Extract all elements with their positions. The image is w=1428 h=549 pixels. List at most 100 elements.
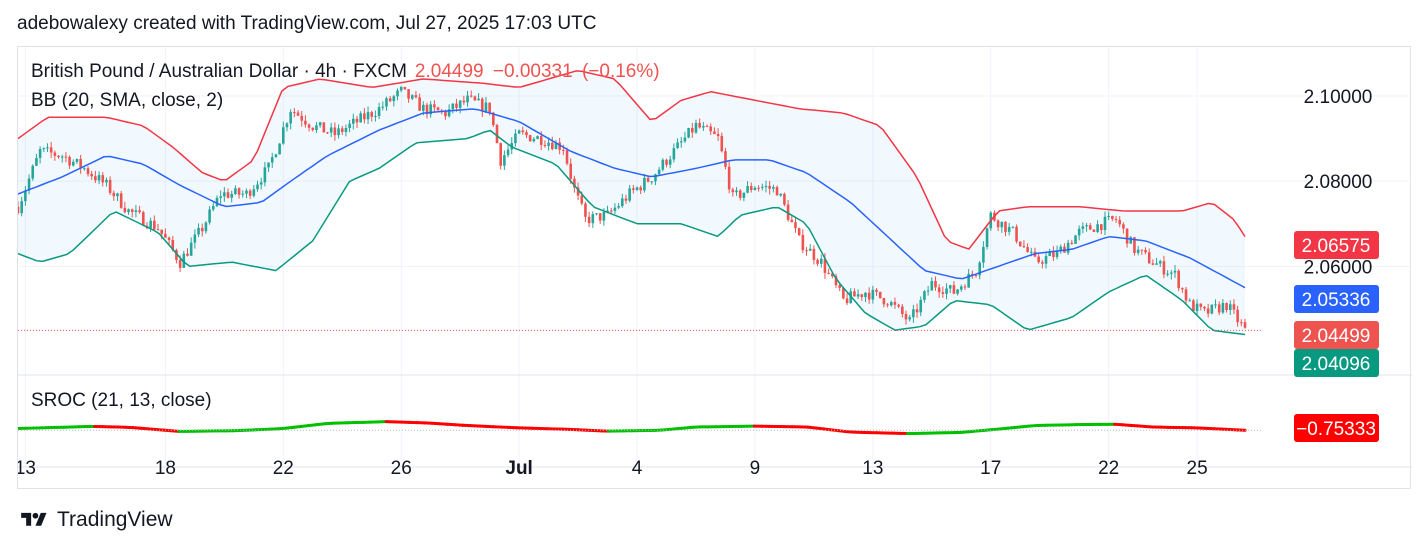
candle-up — [620, 198, 624, 207]
candle-down — [904, 314, 908, 320]
bollinger-lower-line — [18, 129, 1246, 336]
sroc-legend[interactable]: SROC (21, 13, close) — [31, 390, 212, 412]
candle-down — [49, 147, 53, 153]
candle-down — [1052, 251, 1055, 258]
candle-up — [278, 143, 281, 155]
candle-down — [805, 250, 808, 252]
candle-down — [786, 204, 790, 220]
candle-down — [1026, 247, 1029, 252]
candle-down — [300, 115, 304, 121]
bollinger-basis-line — [18, 108, 1246, 289]
candle-down — [175, 249, 178, 260]
candle-up — [204, 222, 208, 232]
candle-up — [374, 115, 377, 117]
candle-down — [1232, 304, 1236, 310]
candle-up — [259, 182, 263, 185]
candle-down — [569, 163, 573, 179]
sroc-value-label: −0.75333 — [1294, 414, 1379, 442]
candle-down — [363, 113, 366, 120]
candle-up — [923, 291, 926, 300]
candle-down — [296, 112, 300, 116]
candle-up — [761, 186, 764, 188]
candle-down — [53, 152, 57, 156]
chart-canvas[interactable]: 2.06000 2.08000 2.10000 2.06575 2.05336 2.044… — [18, 47, 1412, 490]
candle-down — [119, 193, 123, 208]
candle-up — [856, 294, 860, 297]
candle-up — [772, 187, 775, 189]
candle-up — [503, 155, 506, 166]
candle-down — [724, 151, 727, 167]
candle-up — [267, 162, 270, 168]
symbol-legend[interactable]: British Pound / Australian Dollar · 4h ·… — [31, 61, 660, 83]
bb-upper-price-label-bg — [1294, 231, 1379, 259]
candle-up — [149, 220, 152, 229]
candle-up — [396, 90, 399, 97]
bb-basis-price-label-bg — [1294, 285, 1379, 313]
candle-down — [720, 135, 724, 152]
candle-down — [1181, 288, 1184, 290]
candle-down — [101, 175, 105, 183]
bollinger-legend[interactable]: BB (20, SMA, close, 2) — [31, 90, 223, 112]
candle-up — [506, 149, 510, 156]
candle-up — [871, 289, 875, 300]
candle-up — [241, 193, 245, 195]
candle-up — [764, 186, 768, 188]
x-axis-tick-label: 18 — [155, 458, 176, 479]
x-axis-tick-label: 26 — [391, 458, 412, 479]
candle-up — [661, 159, 665, 170]
candle-down — [153, 220, 156, 230]
candle-up — [1170, 272, 1173, 274]
candle-down — [609, 210, 613, 212]
candle-up — [672, 148, 676, 160]
candle-up — [650, 181, 654, 183]
candle-down — [307, 124, 311, 128]
chart-frame[interactable]: 2.06000 2.08000 2.10000 2.06575 2.05336 2.044… — [17, 46, 1412, 490]
candle-down — [123, 207, 127, 213]
candle-down — [171, 239, 175, 250]
candle-down — [812, 248, 816, 260]
candle-up — [889, 302, 893, 306]
candle-down — [816, 259, 819, 264]
candle-down — [738, 190, 742, 198]
candle-up — [46, 147, 49, 149]
bb-lower-price-label-bg — [1294, 349, 1379, 377]
candle-up — [643, 177, 646, 191]
candle-down — [1240, 322, 1243, 324]
candle-up — [377, 107, 381, 116]
candle-down — [1203, 306, 1206, 309]
candle-up — [285, 123, 289, 128]
candle-up — [679, 141, 683, 143]
candle-up — [381, 106, 385, 108]
candle-up — [591, 214, 595, 224]
candle-up — [1000, 221, 1004, 228]
candle-up — [35, 157, 38, 166]
candle-up — [1195, 303, 1199, 312]
tradingview-logo-icon — [21, 512, 47, 526]
candle-down — [797, 228, 801, 236]
candle-up — [1166, 273, 1169, 275]
footer-brand[interactable]: TradingView — [17, 507, 173, 533]
candle-up — [959, 286, 963, 290]
candle-up — [908, 317, 911, 320]
y-axis-tick-label: 2.10000 — [1304, 87, 1373, 108]
candle-up — [864, 292, 867, 298]
candle-up — [617, 206, 620, 208]
candle-down — [108, 179, 112, 193]
candle-down — [646, 177, 650, 182]
candle-down — [974, 274, 978, 276]
candle-down — [444, 110, 447, 117]
y-axis-tick-label: 2.06000 — [1304, 257, 1373, 278]
candle-up — [536, 136, 539, 140]
candle-down — [340, 128, 344, 133]
candle-down — [823, 258, 827, 273]
candle-up — [71, 161, 75, 166]
candle-down — [293, 112, 296, 114]
bb-lower-price-label-text: 2.04096 — [1302, 354, 1371, 375]
sroc-value-label-bg — [1294, 414, 1379, 442]
candle-down — [878, 291, 882, 299]
candle-down — [690, 128, 694, 133]
candle-down — [94, 176, 97, 181]
candle-down — [200, 227, 204, 232]
candle-up — [1221, 303, 1225, 313]
candle-down — [469, 95, 473, 97]
